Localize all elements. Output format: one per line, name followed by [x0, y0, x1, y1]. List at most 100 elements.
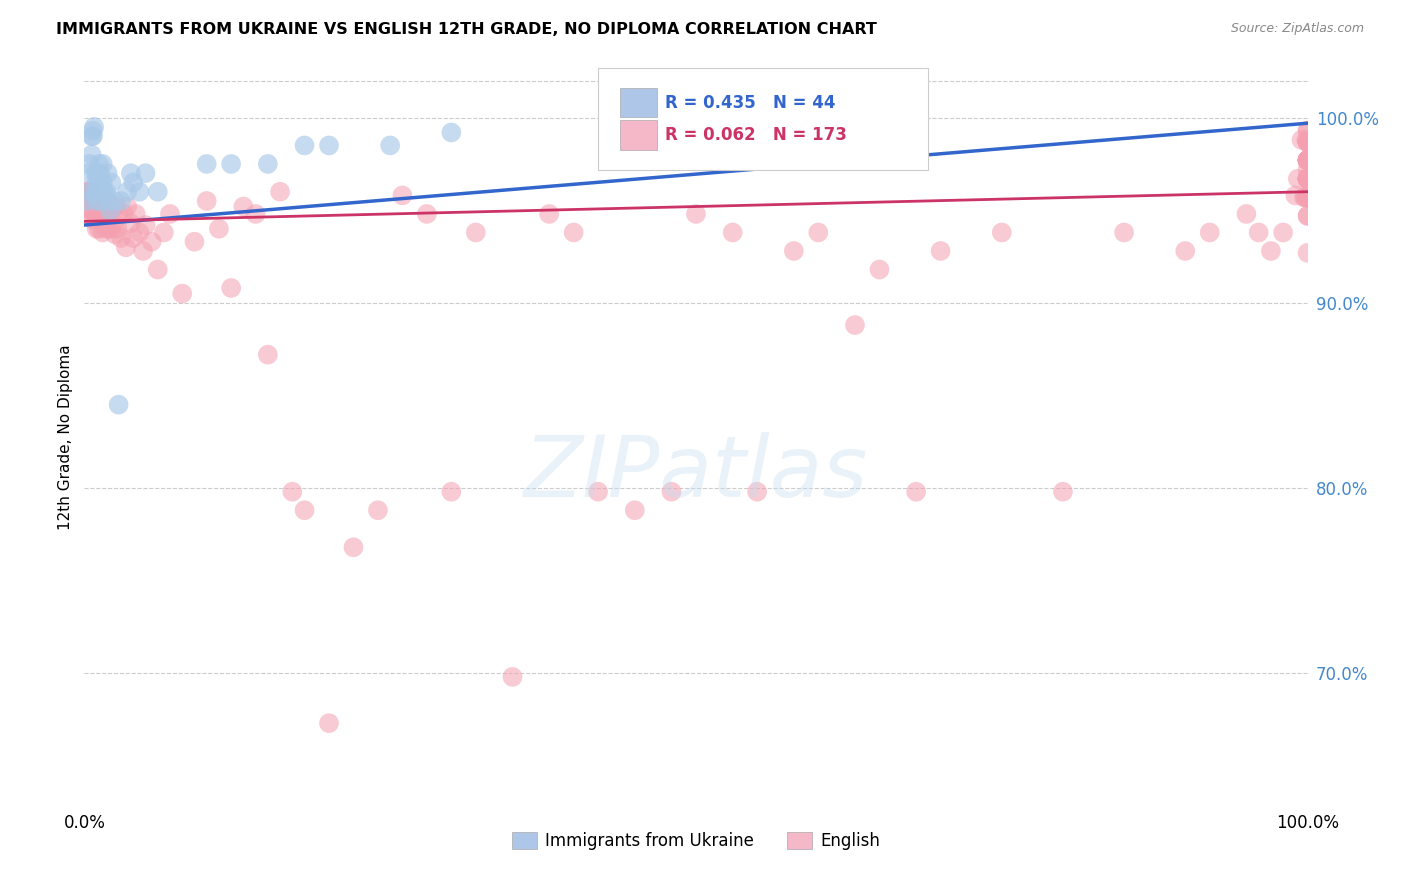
Point	[1296, 171, 1319, 186]
Text: Source: ZipAtlas.com: Source: ZipAtlas.com	[1230, 22, 1364, 36]
Point	[783, 244, 806, 258]
Point	[257, 348, 280, 362]
Point	[991, 226, 1014, 240]
Point	[1296, 153, 1319, 168]
Point	[257, 157, 280, 171]
Point	[80, 147, 103, 161]
Point	[87, 176, 110, 190]
Point	[538, 207, 561, 221]
Point	[77, 194, 100, 208]
Point	[1296, 171, 1319, 186]
Point	[1296, 190, 1319, 204]
Point	[84, 194, 107, 208]
Point	[86, 221, 108, 235]
Point	[115, 200, 138, 214]
Point	[1296, 190, 1319, 204]
Point	[294, 138, 316, 153]
Point	[624, 503, 647, 517]
Point	[103, 216, 125, 230]
Point	[1296, 135, 1319, 149]
Point	[96, 185, 118, 199]
Point	[77, 166, 100, 180]
Point	[195, 194, 218, 208]
Point	[146, 185, 169, 199]
Point	[89, 185, 111, 199]
Point	[1296, 209, 1319, 223]
Text: ZIPatlas: ZIPatlas	[524, 432, 868, 516]
Point	[76, 194, 98, 208]
Point	[342, 541, 364, 555]
Point	[1296, 190, 1319, 204]
Point	[1296, 153, 1319, 168]
Point	[125, 207, 148, 221]
Point	[1296, 171, 1319, 186]
Point	[87, 166, 110, 180]
Point	[1296, 190, 1319, 204]
Point	[1296, 135, 1319, 149]
Point	[721, 226, 744, 240]
Point	[110, 194, 132, 208]
Point	[1296, 171, 1319, 186]
Point	[76, 194, 98, 208]
Point	[1296, 153, 1319, 168]
Point	[172, 286, 194, 301]
Point	[1296, 190, 1319, 204]
Point	[1236, 207, 1258, 221]
Point	[869, 262, 891, 277]
Point	[1247, 226, 1270, 240]
Text: R = 0.062   N = 173: R = 0.062 N = 173	[665, 126, 848, 144]
Point	[1296, 153, 1319, 168]
Point	[1114, 226, 1136, 240]
Point	[318, 716, 340, 731]
Point	[1296, 153, 1319, 168]
Text: R = 0.435   N = 44: R = 0.435 N = 44	[665, 94, 837, 112]
Point	[1296, 135, 1319, 149]
Point	[318, 138, 340, 153]
Point	[1296, 190, 1319, 204]
Point	[104, 194, 127, 208]
Point	[87, 200, 110, 214]
Point	[84, 166, 107, 180]
Point	[807, 226, 830, 240]
Point	[391, 188, 413, 202]
Point	[1296, 135, 1319, 149]
Point	[1296, 190, 1319, 204]
Point	[82, 203, 104, 218]
Point	[77, 203, 100, 218]
Point	[107, 207, 129, 221]
Point	[86, 176, 108, 190]
Point	[1296, 171, 1319, 186]
Point	[128, 226, 150, 240]
Point	[562, 226, 585, 240]
Point	[1296, 135, 1319, 149]
Point	[141, 235, 163, 249]
Point	[1296, 190, 1319, 204]
Point	[96, 194, 118, 208]
Point	[440, 484, 463, 499]
Point	[1296, 190, 1319, 204]
Point	[1296, 190, 1319, 204]
Point	[1296, 171, 1319, 186]
Point	[83, 185, 105, 199]
Point	[83, 120, 105, 134]
Point	[1296, 171, 1319, 186]
Point	[122, 231, 145, 245]
Point	[97, 194, 120, 208]
Point	[1052, 484, 1074, 499]
Point	[1296, 153, 1319, 168]
Point	[135, 218, 157, 232]
Point	[1291, 133, 1313, 147]
Point	[100, 176, 122, 190]
FancyBboxPatch shape	[620, 120, 657, 150]
Point	[1296, 209, 1319, 223]
Point	[120, 216, 142, 230]
Point	[929, 244, 952, 258]
Point	[1198, 226, 1220, 240]
Point	[86, 194, 108, 208]
Text: IMMIGRANTS FROM UKRAINE VS ENGLISH 12TH GRADE, NO DIPLOMA CORRELATION CHART: IMMIGRANTS FROM UKRAINE VS ENGLISH 12TH …	[56, 22, 877, 37]
Point	[87, 157, 110, 171]
Point	[159, 207, 181, 221]
Point	[1296, 153, 1319, 168]
Point	[97, 207, 120, 221]
Point	[83, 203, 105, 218]
